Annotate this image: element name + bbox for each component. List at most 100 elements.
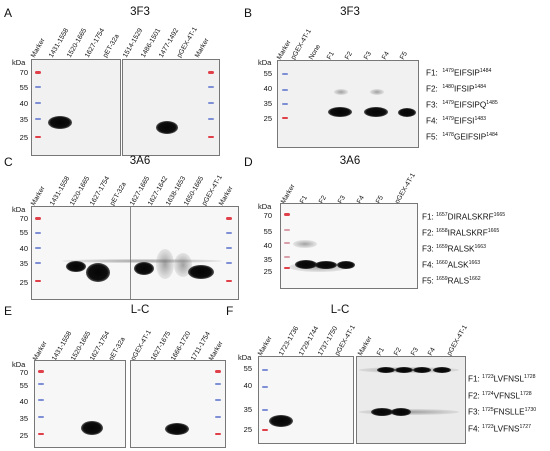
ladder-band bbox=[262, 429, 268, 431]
ladder-band bbox=[284, 256, 290, 258]
panel-title: L-C bbox=[130, 304, 150, 316]
panel-title: 3A6 bbox=[129, 155, 151, 167]
mw-label: 25 bbox=[243, 425, 252, 434]
blot-membrane bbox=[280, 203, 418, 289]
ladder-band bbox=[284, 242, 290, 244]
western-band bbox=[377, 367, 395, 373]
sequence-item: F2: 1480IFSIP1484 bbox=[426, 84, 486, 94]
lane-label: pGEX-4T-1 bbox=[393, 172, 417, 205]
western-band bbox=[165, 423, 189, 435]
kda-label: kDa bbox=[12, 205, 26, 214]
sequence-item: F5: 1478GEIFSIP1484 bbox=[426, 132, 498, 142]
ladder-band bbox=[35, 136, 41, 138]
panel-letter: A bbox=[4, 6, 13, 20]
ladder-band bbox=[208, 102, 214, 104]
mw-label: 25 bbox=[263, 267, 272, 276]
lane-label: pET-32a bbox=[101, 33, 121, 59]
mw-label: 25 bbox=[19, 278, 28, 287]
lane-label: Marker bbox=[256, 335, 274, 357]
western-band bbox=[134, 262, 154, 275]
mw-label: 55 bbox=[243, 364, 252, 373]
ladder-band bbox=[215, 370, 221, 373]
mw-label: 35 bbox=[263, 99, 272, 108]
lane-label: None bbox=[307, 43, 323, 61]
ladder-band bbox=[262, 369, 268, 371]
lane-label: Marker bbox=[356, 335, 374, 357]
western-band bbox=[188, 265, 214, 279]
mw-label: 55 bbox=[19, 228, 28, 237]
ladder-band bbox=[215, 383, 221, 385]
ladder-band bbox=[282, 89, 288, 91]
blot-membrane bbox=[130, 360, 226, 448]
ladder-band bbox=[282, 103, 288, 105]
mw-label: 55 bbox=[263, 227, 272, 236]
sequence-item: F1: 1657DIRALSKRF1665 bbox=[422, 212, 506, 222]
kda-label: kDa bbox=[238, 353, 252, 362]
blot-membrane bbox=[122, 59, 220, 156]
western-band bbox=[364, 107, 388, 117]
ladder-band bbox=[208, 118, 214, 120]
ladder-band bbox=[282, 73, 288, 75]
ladder-band bbox=[226, 247, 232, 249]
mw-label: 40 bbox=[19, 244, 28, 253]
western-band bbox=[269, 415, 293, 427]
ladder-band bbox=[284, 229, 290, 231]
faint-band bbox=[156, 249, 174, 279]
faint-band bbox=[293, 240, 317, 248]
kda-label: kDa bbox=[12, 58, 26, 67]
mw-label: 40 bbox=[263, 241, 272, 250]
western-band bbox=[395, 367, 413, 373]
ladder-band bbox=[208, 71, 214, 74]
panel-title: L-C bbox=[330, 304, 350, 316]
lane-label: pGEX-4T-1 bbox=[445, 324, 469, 357]
blot-membrane bbox=[258, 356, 354, 444]
ladder-band bbox=[282, 117, 288, 119]
blot-divider bbox=[130, 207, 131, 299]
western-band bbox=[328, 107, 352, 117]
ladder-band bbox=[215, 433, 221, 435]
ladder-band bbox=[226, 217, 232, 220]
ladder-band bbox=[38, 433, 44, 435]
mw-label: 25 bbox=[263, 114, 272, 123]
western-band bbox=[81, 421, 103, 435]
panel-letter: B bbox=[244, 6, 253, 20]
mw-label: 35 bbox=[19, 414, 28, 423]
western-band bbox=[48, 116, 72, 129]
ladder-band bbox=[35, 280, 41, 282]
lane-label: Marker bbox=[29, 185, 47, 207]
ladder-band bbox=[226, 232, 232, 234]
ladder-band bbox=[38, 383, 44, 385]
ladder-band bbox=[208, 86, 214, 88]
lane-label: 1627-1675 bbox=[149, 330, 173, 362]
lane-label: 1520-1665 bbox=[68, 175, 92, 207]
western-band bbox=[337, 261, 355, 269]
ladder-band bbox=[35, 71, 41, 74]
western-band bbox=[66, 261, 86, 272]
ladder-band bbox=[262, 386, 268, 388]
ladder-band bbox=[284, 267, 290, 269]
western-band bbox=[398, 108, 416, 117]
mw-label: 55 bbox=[19, 381, 28, 390]
lane-label: Marker bbox=[217, 185, 235, 207]
kda-label: kDa bbox=[12, 360, 26, 369]
mw-label: 70 bbox=[263, 211, 272, 220]
mw-label: 35 bbox=[263, 255, 272, 264]
sequence-item: F1: 1479EIFSIP1484 bbox=[426, 68, 492, 78]
sequence-item: F3: 1659RALSK1663 bbox=[422, 244, 487, 254]
ladder-band bbox=[35, 232, 41, 234]
western-band bbox=[433, 367, 451, 373]
faint-band bbox=[370, 89, 384, 95]
lane-label: 1431-1558 bbox=[48, 175, 72, 207]
ladder-band bbox=[215, 399, 221, 401]
panel-title: 3F3 bbox=[340, 6, 360, 18]
sequence-item: F5: 1659RALS1662 bbox=[422, 276, 481, 286]
blot-membrane bbox=[356, 356, 466, 444]
blot-membrane bbox=[31, 206, 239, 300]
mw-label: 40 bbox=[263, 84, 272, 93]
mw-label: 55 bbox=[19, 83, 28, 92]
lane-label: Marker bbox=[193, 37, 211, 59]
ladder-band bbox=[38, 370, 44, 373]
lane-label: Marker bbox=[29, 37, 47, 59]
mw-label: 70 bbox=[19, 68, 28, 77]
western-band bbox=[156, 121, 178, 134]
